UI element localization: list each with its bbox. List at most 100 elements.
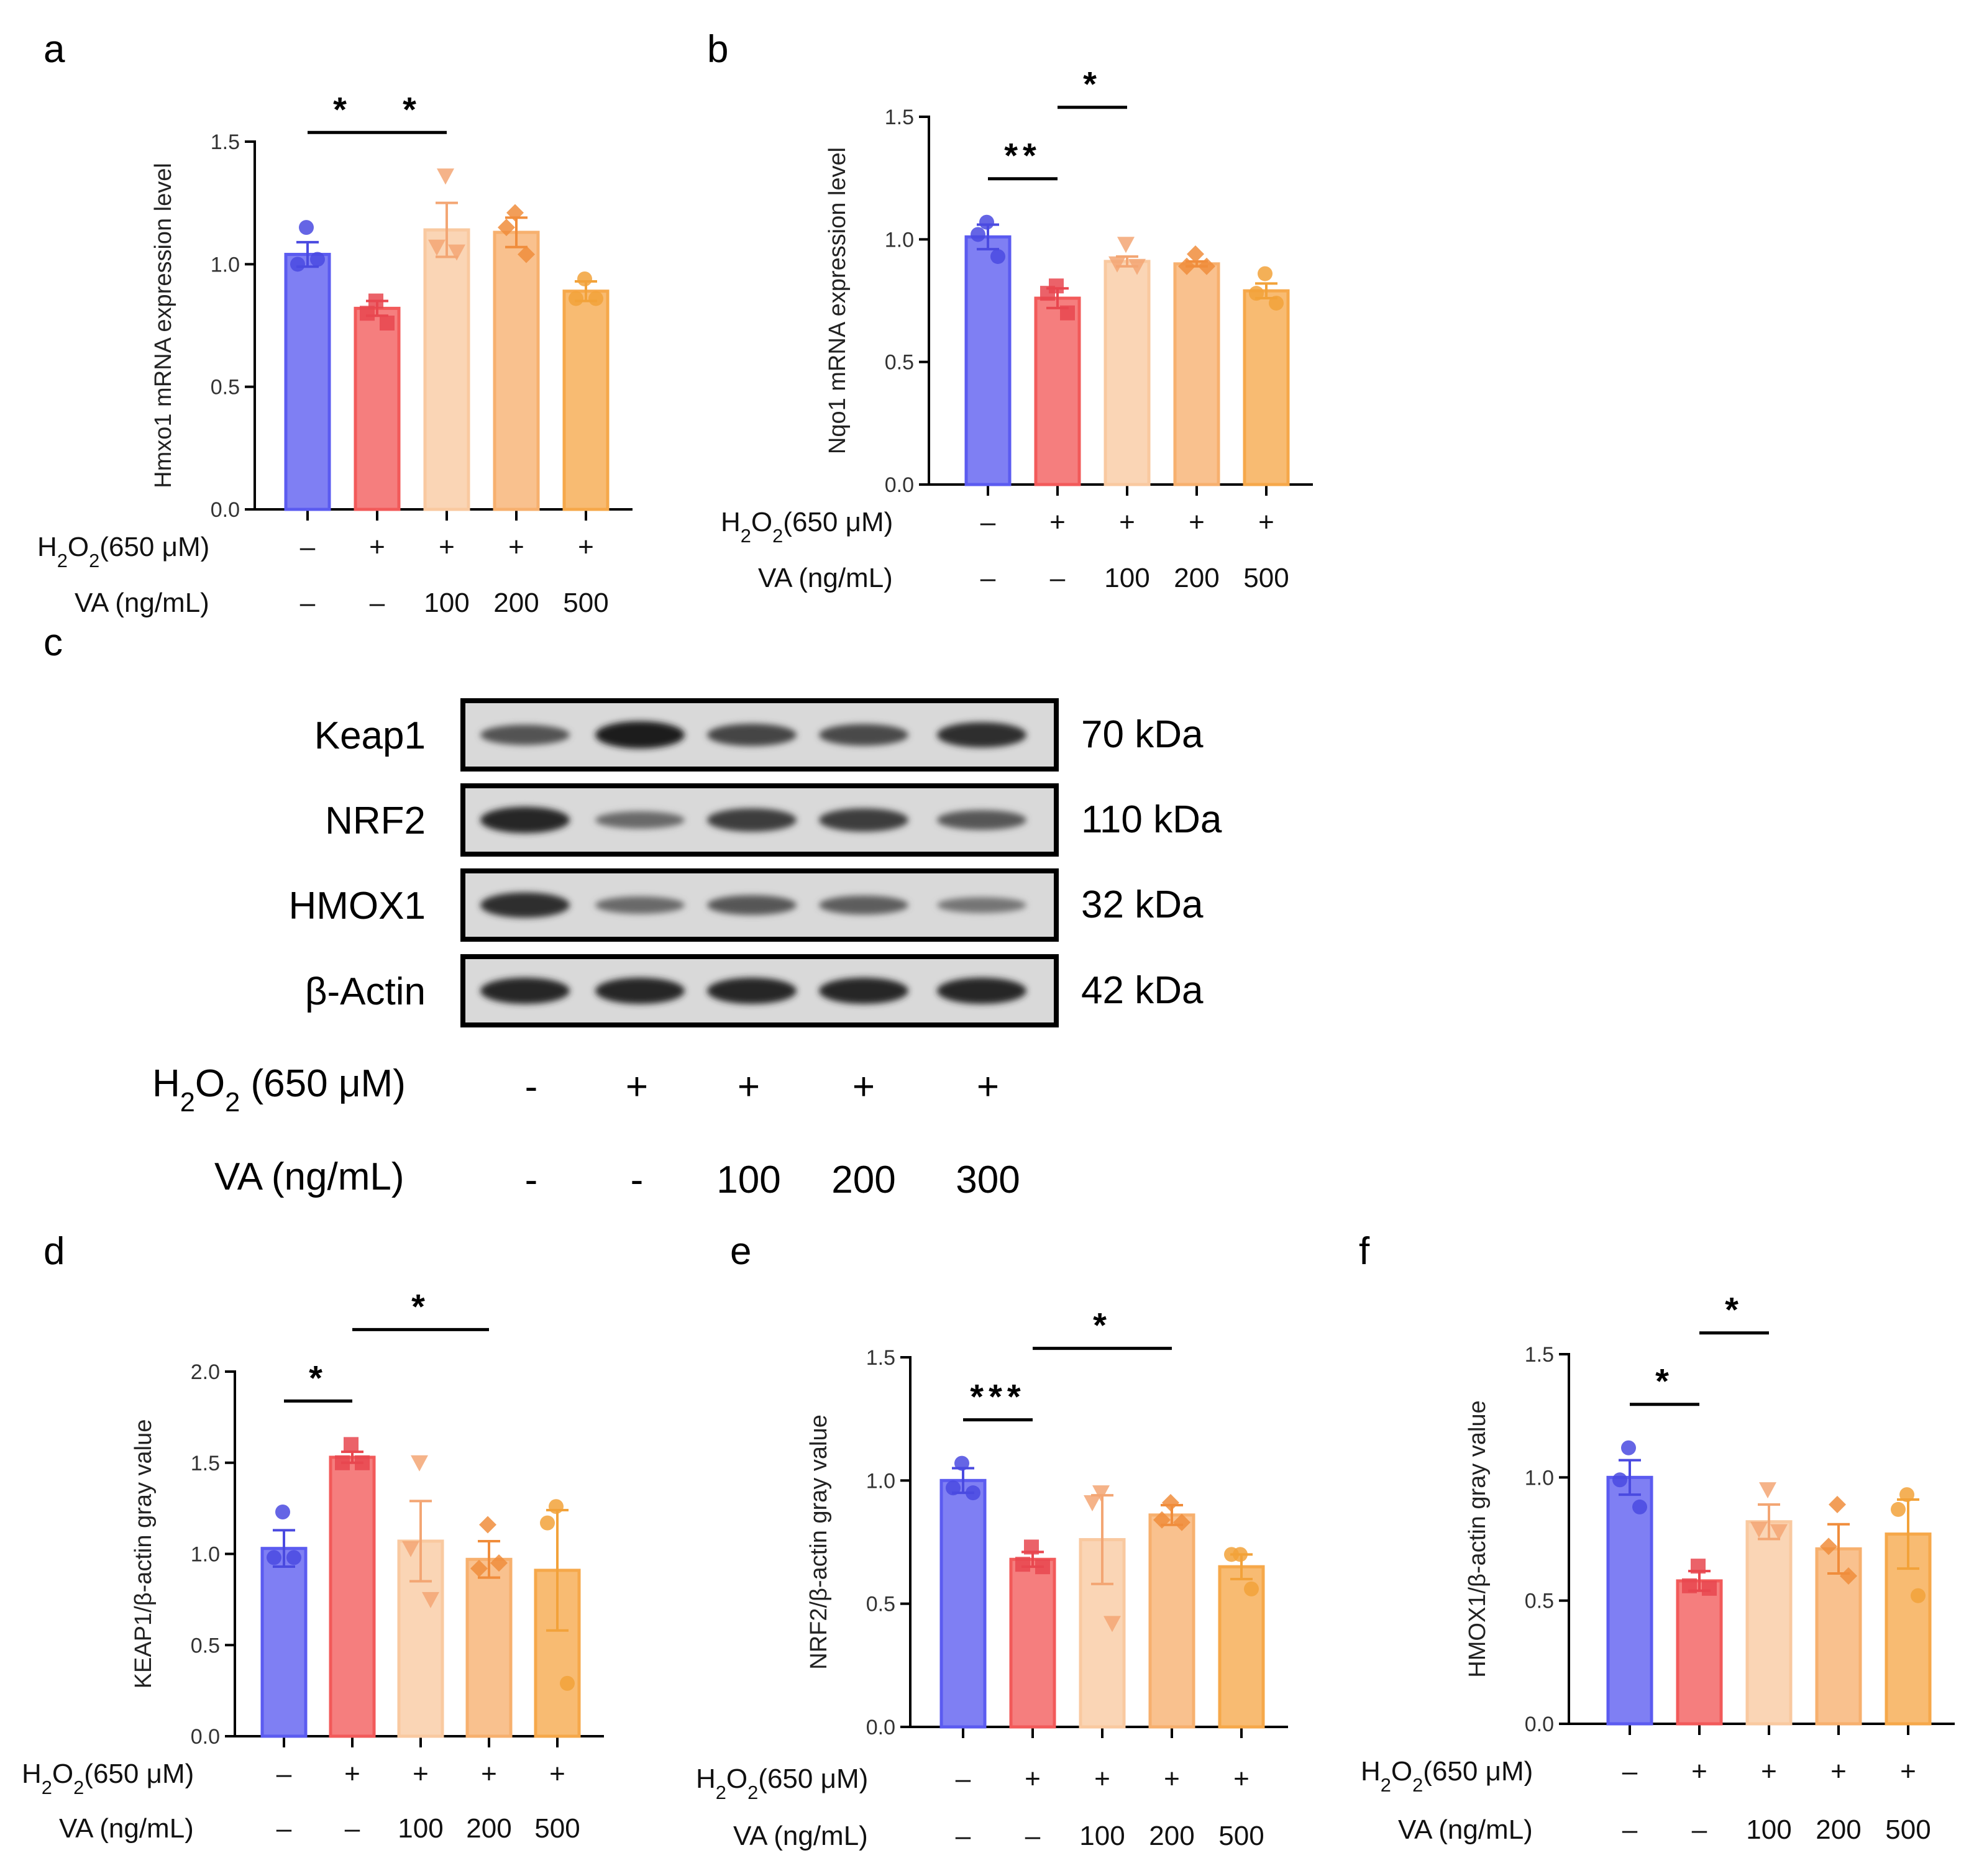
- bar: [1034, 296, 1081, 486]
- data-point: [1060, 305, 1075, 321]
- blot-row-keap1: Keap1 70 kDa: [314, 698, 1204, 772]
- bar: [939, 1478, 987, 1729]
- data-point: [1178, 257, 1195, 275]
- data-point: [1612, 1472, 1627, 1488]
- va-value: 200: [1149, 1821, 1194, 1851]
- data-point: [428, 239, 446, 256]
- size-label: 110 kDa: [1081, 798, 1222, 841]
- data-point: [1840, 1567, 1857, 1585]
- data-point: [1173, 1513, 1190, 1531]
- significance-label: *: [333, 89, 352, 129]
- panel-label: a: [43, 28, 65, 71]
- bar: [260, 1547, 308, 1738]
- significance-label: ***: [970, 1377, 1025, 1416]
- va-value: 300: [956, 1159, 1020, 1201]
- h2o2-value: +: [1119, 507, 1135, 537]
- va-value: -: [525, 1159, 538, 1201]
- blot-band: [595, 977, 685, 1004]
- y-tick-label: 0.0: [866, 1716, 895, 1739]
- data-point: [1040, 286, 1055, 301]
- significance-label: *: [411, 1286, 430, 1326]
- bar: [964, 235, 1012, 486]
- data-point: [1092, 1485, 1110, 1502]
- y-tick-label: 1.5: [885, 106, 914, 129]
- data-point: [1691, 1559, 1706, 1574]
- h2o2-value: +: [344, 1759, 360, 1789]
- data-point: [979, 214, 994, 230]
- va-value: 500: [1885, 1815, 1931, 1845]
- panel-label: b: [707, 28, 728, 71]
- y-tick-label: 1.0: [885, 228, 914, 252]
- data-point: [1128, 258, 1146, 275]
- data-point: [360, 306, 375, 321]
- blot-band: [595, 811, 685, 829]
- blot-band: [819, 977, 908, 1004]
- chart-panel-b: b 0.0 0.5 1.0 1.5 Nqo1 mRNA expression level *…: [707, 28, 1313, 593]
- y-tick-label: 1.5: [1525, 1343, 1554, 1367]
- data-point: [1084, 1495, 1101, 1512]
- va-value: 200: [1816, 1815, 1861, 1845]
- blot-band: [707, 724, 797, 746]
- data-point: [1198, 257, 1215, 275]
- data-point: [1035, 1559, 1050, 1575]
- h2o2-value: -: [525, 1065, 538, 1108]
- data-point: [1187, 245, 1204, 263]
- blot-band: [707, 808, 797, 832]
- va-value: –: [1050, 563, 1066, 593]
- data-point: [1702, 1580, 1717, 1596]
- va-label: VA (ng/mL): [758, 563, 893, 593]
- data-point: [1621, 1440, 1636, 1455]
- data-point: [540, 1515, 555, 1531]
- y-tick-label: 0.5: [1525, 1590, 1554, 1613]
- y-tick-label: 0.5: [866, 1593, 895, 1616]
- data-point: [569, 291, 583, 306]
- data-point: [1911, 1588, 1926, 1603]
- h2o2-value: +: [369, 532, 385, 562]
- va-value: –: [345, 1813, 360, 1844]
- va-value: 200: [831, 1159, 895, 1201]
- blot-band: [937, 977, 1026, 1004]
- va-value: –: [276, 1813, 292, 1844]
- y-axis-label: KEAP1/β-actin gray value: [130, 1419, 157, 1689]
- data-point: [335, 1455, 350, 1470]
- data-point: [577, 271, 592, 287]
- y-tick-label: 0.5: [211, 376, 240, 399]
- y-tick-label: 1.0: [211, 253, 240, 276]
- va-value: 100: [1079, 1821, 1125, 1851]
- data-point: [506, 204, 524, 222]
- blot-band: [707, 895, 797, 915]
- h2o2-label: H2O2 (650 μM): [152, 1062, 406, 1118]
- significance-label: *: [309, 1358, 327, 1397]
- data-point: [1244, 1581, 1259, 1596]
- significance-label: *: [403, 89, 421, 129]
- data-point: [966, 1485, 980, 1501]
- panel-label: d: [43, 1230, 65, 1273]
- va-value: –: [300, 588, 316, 618]
- va-value: 100: [398, 1813, 443, 1844]
- size-label: 32 kDa: [1081, 883, 1204, 926]
- protein-label: HMOX1: [289, 885, 426, 927]
- data-point: [990, 248, 1005, 264]
- h2o2-value: –: [276, 1759, 292, 1789]
- data-point: [1899, 1487, 1914, 1503]
- data-point: [344, 1437, 359, 1452]
- bar: [1173, 262, 1220, 486]
- bar: [423, 228, 470, 511]
- y-tick-label: 1.5: [866, 1346, 895, 1370]
- h2o2-label: H2O2(650 μM): [22, 1759, 194, 1798]
- data-point: [1015, 1557, 1030, 1572]
- data-point: [267, 1550, 281, 1565]
- data-point: [1249, 286, 1264, 301]
- blot-band: [937, 722, 1026, 748]
- significance-label: *: [1655, 1362, 1674, 1401]
- h2o2-value: +: [626, 1065, 648, 1108]
- va-label: VA (ng/mL): [1398, 1815, 1533, 1845]
- significance-label: **: [1004, 136, 1041, 175]
- bar: [1606, 1475, 1653, 1726]
- y-axis-label: HMOX1/β-actin gray value: [1465, 1400, 1491, 1677]
- h2o2-value: +: [1233, 1764, 1250, 1794]
- va-value: 200: [466, 1813, 511, 1844]
- data-point: [588, 291, 603, 306]
- y-tick-label: 0.0: [211, 498, 240, 522]
